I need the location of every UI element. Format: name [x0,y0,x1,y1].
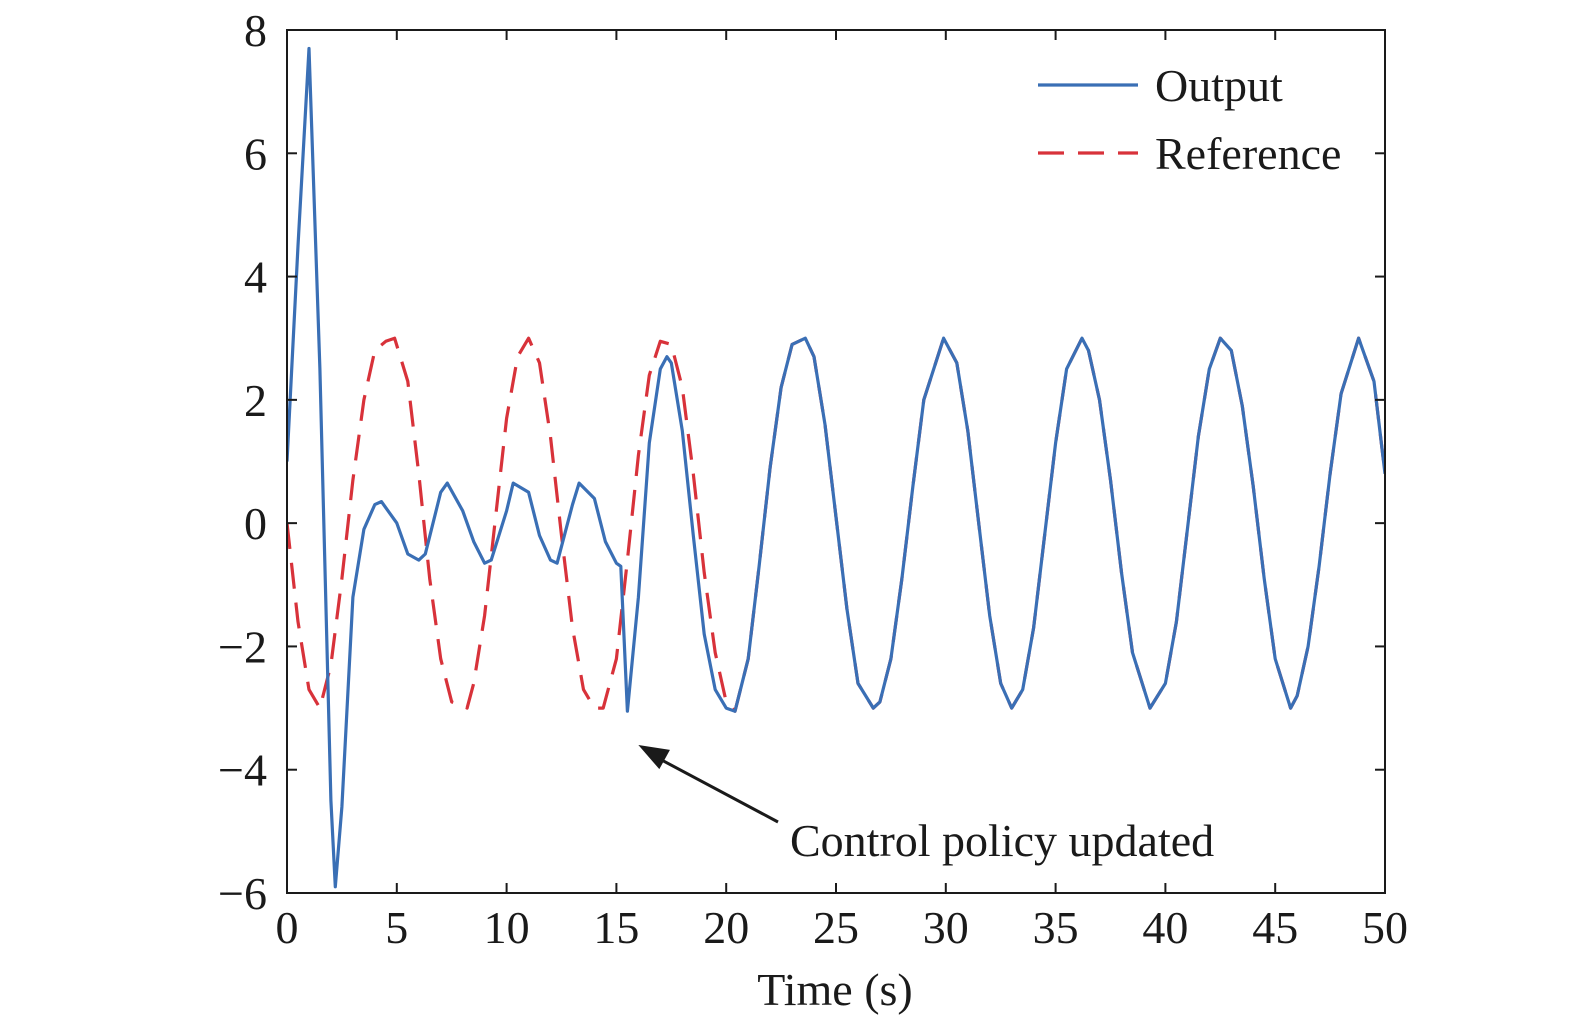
y-tick-label: 8 [244,5,267,56]
x-tick-label: 30 [923,902,969,953]
x-tick-label: 50 [1362,902,1408,953]
legend-label-reference: Reference [1155,128,1341,179]
x-axis-title: Time (s) [757,964,913,1015]
x-tick-label: 5 [385,902,408,953]
y-tick-label: 4 [244,252,267,303]
x-tick-label: 15 [593,902,639,953]
y-tick-label: 2 [244,375,267,426]
series-output-line [287,46,1385,889]
y-tick-label: −6 [218,868,267,919]
y-tick-label: 6 [244,128,267,179]
x-tick-label: 35 [1033,902,1079,953]
annotation-text: Control policy updated [790,815,1214,866]
y-tick-label: −4 [218,745,267,796]
annotation: Control policy updated [638,745,1214,866]
x-tick-label: 45 [1252,902,1298,953]
x-tick-label: 25 [813,902,859,953]
legend: Output Reference [1038,60,1341,179]
x-tick-label: 20 [703,902,749,953]
y-tick-label: −2 [218,621,267,672]
axes: 0 5 10 15 20 25 30 35 40 45 50 −6 −4 −2 0 2 4 6 8 [218,5,1408,953]
y-tick-label: 0 [244,498,267,549]
plot-area [287,46,1385,889]
x-tick-label: 40 [1142,902,1188,953]
annotation-arrow-head [638,745,670,770]
annotation-arrow-shaft [651,753,779,824]
x-tick-label: 10 [484,902,530,953]
x-tick-label: 0 [276,902,299,953]
legend-label-output: Output [1155,60,1283,111]
